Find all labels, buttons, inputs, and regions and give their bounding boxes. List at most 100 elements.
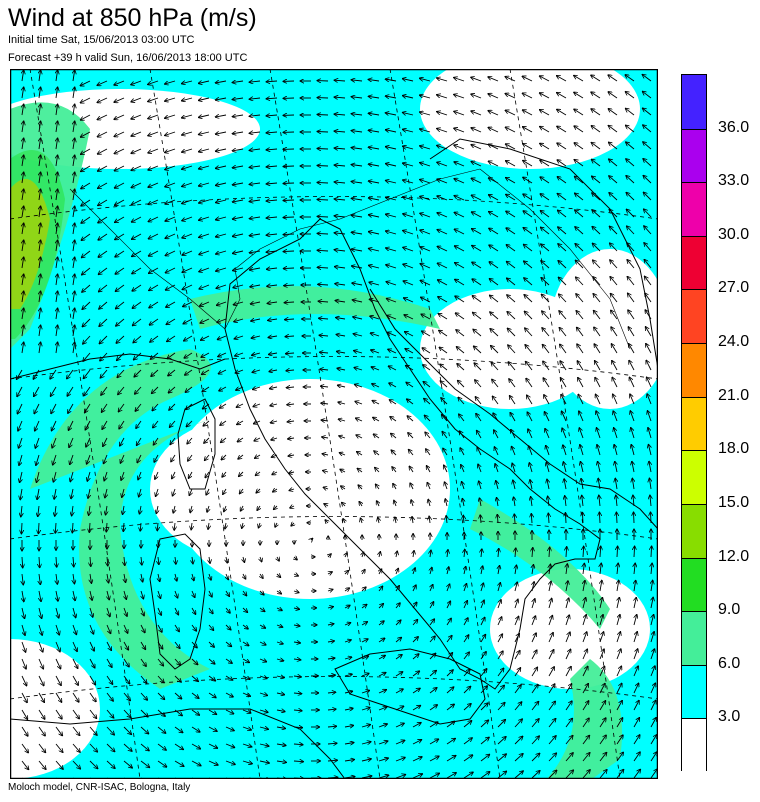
wind-arrow xyxy=(574,160,584,167)
wind-arrow xyxy=(608,125,618,133)
wind-arrow xyxy=(283,268,295,269)
wind-arrow xyxy=(266,268,278,269)
wind-arrow xyxy=(557,193,567,201)
wind-arrow xyxy=(403,298,414,303)
wind-arrow xyxy=(407,416,414,422)
wind-arrow xyxy=(420,196,431,201)
wind-arrow xyxy=(579,411,584,422)
wind-arrow xyxy=(116,318,125,326)
wind-arrow xyxy=(334,233,346,234)
wind-arrow xyxy=(385,96,397,98)
wind-arrow xyxy=(523,160,533,167)
wind-arrow xyxy=(442,431,448,439)
wind-arrow xyxy=(237,420,244,425)
wind-arrow xyxy=(168,386,176,393)
wind-arrow xyxy=(56,342,58,354)
wind-arrow xyxy=(472,312,482,320)
wind-arrow xyxy=(52,437,57,448)
wind-arrow xyxy=(368,248,380,251)
wind-arrow xyxy=(370,316,380,319)
wind-arrow xyxy=(85,420,91,430)
wind-arrow xyxy=(541,294,550,303)
wind-arrow xyxy=(250,302,261,304)
wind-arrow xyxy=(336,334,346,336)
wind-arrow xyxy=(166,318,176,325)
wind-arrow xyxy=(198,165,210,169)
wind-arrow xyxy=(136,420,142,429)
wind-arrow xyxy=(612,377,618,388)
wind-arrow xyxy=(557,126,567,133)
wind-arrow xyxy=(489,228,499,235)
wind-arrow xyxy=(131,233,142,239)
colorbar-segment xyxy=(682,396,706,451)
wind-arrow xyxy=(232,200,244,202)
wind-arrow xyxy=(388,366,397,371)
wind-arrow xyxy=(266,251,278,252)
wind-arrow xyxy=(215,183,227,186)
wind-arrow xyxy=(610,243,618,252)
wind-arrow xyxy=(557,93,567,99)
wind-arrow xyxy=(339,436,346,438)
wind-arrow xyxy=(505,161,516,167)
wind-arrow xyxy=(170,437,176,445)
wind-arrow xyxy=(560,344,567,354)
wind-arrow xyxy=(114,114,125,119)
wind-arrow xyxy=(540,160,550,167)
wind-arrow xyxy=(608,142,618,150)
wind-arrow xyxy=(402,129,414,132)
wind-arrow xyxy=(629,360,635,371)
wind-arrow xyxy=(18,420,23,431)
wind-arrow xyxy=(115,301,125,309)
wind-arrow xyxy=(198,148,210,152)
wind-arrow xyxy=(185,369,193,375)
wind-arrow xyxy=(574,176,584,184)
wind-arrow xyxy=(249,81,261,82)
wind-arrow xyxy=(644,209,652,218)
wind-arrow xyxy=(369,282,380,285)
wind-arrow xyxy=(424,415,431,422)
wind-arrow xyxy=(34,386,40,397)
wind-arrow xyxy=(351,80,363,81)
wind-arrow xyxy=(404,332,414,337)
wind-arrow xyxy=(232,81,244,83)
wind-arrow xyxy=(249,98,261,99)
wind-arrow xyxy=(334,216,346,217)
wind-arrow xyxy=(591,75,601,82)
wind-arrow xyxy=(523,144,533,150)
wind-arrow xyxy=(574,92,584,99)
wind-arrow xyxy=(35,420,40,431)
wind-arrow xyxy=(576,311,584,320)
wind-arrow xyxy=(419,78,431,82)
wind-arrow xyxy=(148,80,159,85)
wind-arrow xyxy=(558,244,567,252)
wind-arrow xyxy=(188,454,193,461)
wind-arrow xyxy=(116,335,125,343)
wind-arrow xyxy=(249,268,261,270)
wind-arrow xyxy=(73,257,75,269)
wind-arrow xyxy=(577,327,584,337)
wind-arrow xyxy=(233,285,244,288)
colorbar-segment xyxy=(682,75,706,129)
wind-arrow xyxy=(506,194,516,201)
wind-arrow xyxy=(420,213,431,218)
wind-arrow xyxy=(642,74,652,82)
wind-arrow xyxy=(39,121,41,133)
wind-arrow xyxy=(253,421,261,424)
wind-arrow xyxy=(181,97,193,101)
wind-arrow xyxy=(613,411,618,422)
wind-arrow xyxy=(609,226,618,235)
colorbar-tick-label: 3.0 xyxy=(718,708,741,726)
wind-arrow xyxy=(35,437,40,448)
wind-arrow xyxy=(488,111,499,116)
wind-arrow xyxy=(351,97,363,98)
wind-arrow xyxy=(351,131,363,132)
wind-arrow xyxy=(592,243,601,252)
wind-arrow xyxy=(402,112,414,115)
wind-arrow xyxy=(204,437,210,443)
wind-arrow xyxy=(368,232,380,234)
wind-arrow xyxy=(132,250,142,257)
wind-arrow xyxy=(506,228,516,235)
wind-arrow xyxy=(80,80,91,86)
wind-arrow xyxy=(83,352,91,361)
wind-arrow xyxy=(165,165,176,170)
